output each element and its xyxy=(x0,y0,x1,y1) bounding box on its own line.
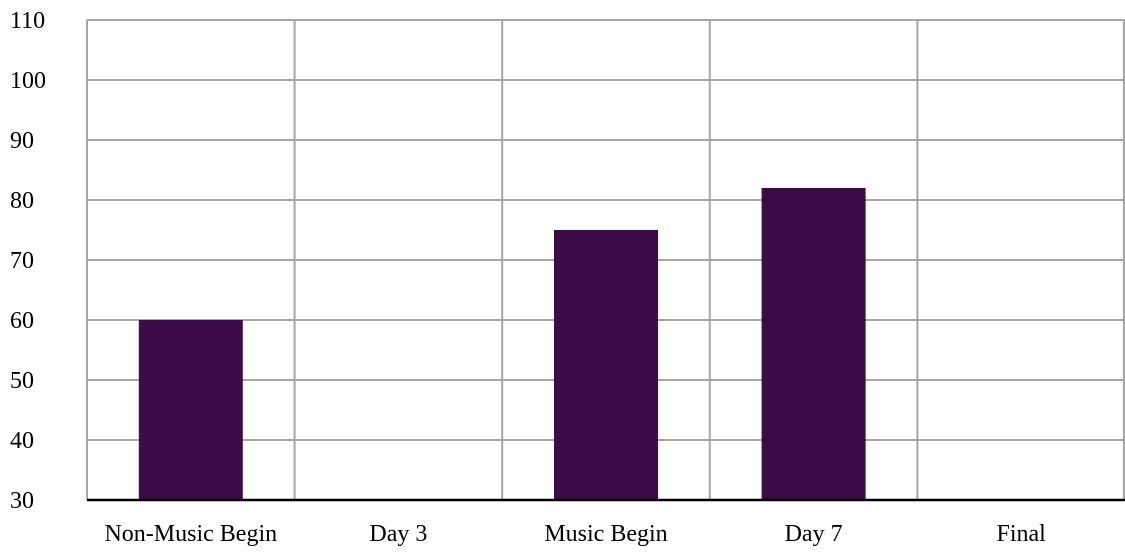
y-tick-label: 70 xyxy=(10,248,34,274)
x-tick-labels: Non-Music Begin Day 3 Music Begin Day 7 Fina… xyxy=(104,521,1046,547)
y-tick-label: 80 xyxy=(10,188,34,214)
y-tick-label: 60 xyxy=(10,308,34,334)
x-tick-label: Day 7 xyxy=(785,521,843,547)
chart-grid xyxy=(86,19,1125,500)
y-tick-label: 40 xyxy=(10,428,34,454)
bar-day-7 xyxy=(761,188,866,500)
bar-non-music-begin xyxy=(138,320,243,500)
y-tick-label: 100 xyxy=(10,68,46,94)
chart-bars xyxy=(138,188,866,500)
x-tick-label: Music Begin xyxy=(544,521,667,547)
bar-music-begin xyxy=(554,230,658,500)
y-tick-label: 30 xyxy=(10,488,34,514)
y-tick-labels: 30 40 50 60 70 80 90 100 110 xyxy=(10,8,46,514)
x-tick-label: Final xyxy=(997,521,1047,547)
x-tick-label: Day 3 xyxy=(369,521,427,547)
y-tick-label: 50 xyxy=(10,368,34,394)
y-tick-label: 90 xyxy=(10,128,34,154)
y-tick-label: 110 xyxy=(10,8,45,34)
x-tick-label: Non-Music Begin xyxy=(104,521,277,547)
